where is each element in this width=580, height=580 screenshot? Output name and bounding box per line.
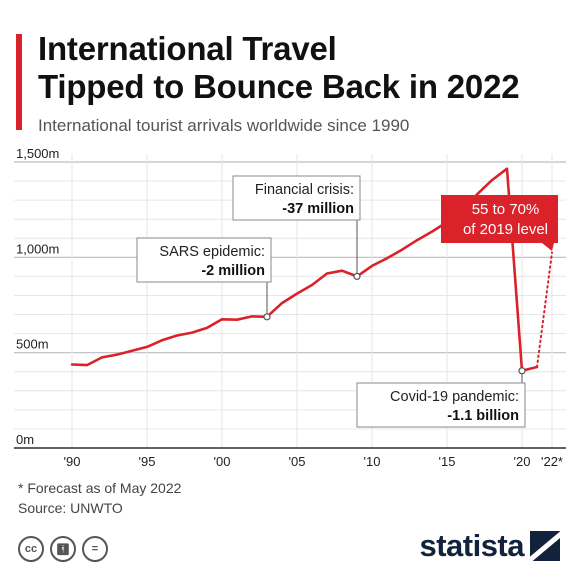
title-line-1: International Travel xyxy=(38,30,337,67)
forecast-callout-box xyxy=(441,195,558,243)
y-tick-label: 1,500m xyxy=(16,146,59,161)
forecast-callout-line2: of 2019 level xyxy=(463,221,548,238)
annotation-label: Covid-19 pandemic: xyxy=(390,389,519,405)
page-title: International Travel Tipped to Bounce Ba… xyxy=(38,30,568,106)
page-subtitle: International tourist arrivals worldwide… xyxy=(38,116,410,135)
x-tick-label: '95 xyxy=(139,454,156,469)
annotation-label: Financial crisis: xyxy=(255,182,354,198)
creative-commons-icon[interactable]: cc xyxy=(18,536,44,562)
annotation-marker xyxy=(518,367,526,375)
license-icons: cc 🚹︎ = xyxy=(18,536,108,562)
y-tick-label: 500m xyxy=(16,337,49,352)
x-tick-label: '15 xyxy=(439,454,456,469)
x-tick-label: '00 xyxy=(214,454,231,469)
title-accent-bar xyxy=(16,34,22,130)
x-tick-label: '22* xyxy=(541,454,563,469)
x-tick-label: '20 xyxy=(514,454,531,469)
annotation-label: SARS epidemic: xyxy=(159,244,265,260)
annotation-value: -2 million xyxy=(201,263,265,279)
annotation-callout: Covid-19 pandemic: -1.1 billion xyxy=(356,367,526,428)
annotation-marker xyxy=(263,313,271,321)
annotation-value: -1.1 billion xyxy=(447,408,519,424)
annotation-callout: Financial crisis: -37 million xyxy=(232,175,361,280)
source-note: Source: UNWTO xyxy=(18,500,123,516)
brand-wordmark: statista xyxy=(419,528,524,563)
annotation-marker xyxy=(353,272,361,280)
x-tick-label: '10 xyxy=(364,454,381,469)
forecast-callout-line1: 55 to 70% xyxy=(472,201,540,218)
forecast-callout: 55 to 70% of 2019 level xyxy=(441,195,558,251)
annotation-callout: SARS epidemic: -2 million xyxy=(136,237,272,321)
brand-mark-icon xyxy=(530,531,560,561)
forecast-callout-pointer xyxy=(542,243,554,251)
y-tick-label: 1,000m xyxy=(16,241,59,256)
annotation-box xyxy=(232,175,361,221)
x-tick-label: '90 xyxy=(64,454,81,469)
attribution-icon[interactable]: 🚹︎ xyxy=(50,536,76,562)
statista-logo[interactable]: statista xyxy=(419,528,560,564)
annotation-box xyxy=(356,382,526,428)
annotation-value: -37 million xyxy=(282,201,354,217)
title-line-2: Tipped to Bounce Back in 2022 xyxy=(38,68,520,105)
tick-layer: 0m 500m 1,000m 1,500m '90 '95 '00 '05 '10 '15 '20 '… xyxy=(16,146,563,469)
no-derivatives-icon[interactable]: = xyxy=(82,536,108,562)
y-tick-label: 0m xyxy=(16,432,34,447)
forecast-note: * Forecast as of May 2022 xyxy=(18,480,182,496)
annotation-box xyxy=(136,237,272,283)
forecast-line xyxy=(536,251,553,368)
x-tick-label: '05 xyxy=(289,454,306,469)
